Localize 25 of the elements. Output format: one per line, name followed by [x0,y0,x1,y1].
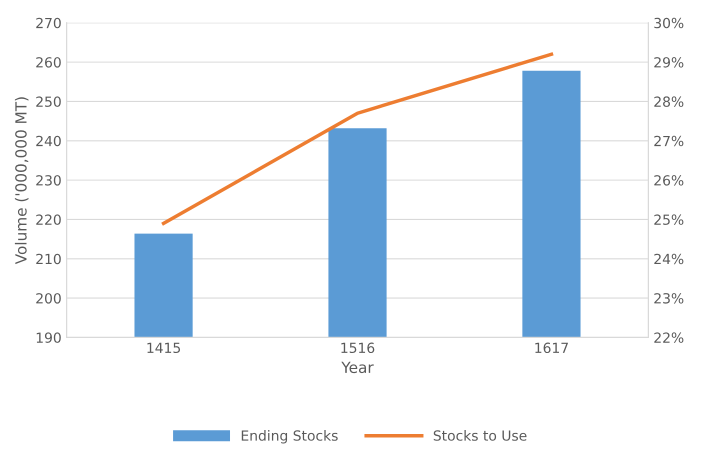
y-tick-label: 200 [36,293,61,304]
x-tick-label: 1516 [341,342,374,354]
y-tick-label: 250 [36,96,61,107]
y2-tick-label: 27% [654,136,684,146]
y-axis-title: Volume ('000,000 MT) [14,97,29,264]
x-tick-label: 1617 [535,342,568,354]
y2-tick-label: 25% [654,214,684,225]
legend-label: Ending Stocks [242,430,338,444]
y2-tick-label: 26% [654,175,684,186]
y-tick-label: 260 [36,57,61,68]
y2-tick-label: 28% [654,96,684,107]
y-tick-label: 220 [36,214,61,225]
y-tick-label: 230 [36,175,61,186]
y2-tick-label: 24% [654,254,684,264]
x-tick-label: 1415 [147,342,180,354]
legend-label: Stocks to Use [434,430,526,441]
y2-tick-label: 22% [654,332,684,343]
y2-tick-label: 30% [654,18,684,28]
y-tick-label: 240 [36,136,61,146]
y-tick-label: 210 [36,254,61,264]
y-tick-label: 190 [36,332,61,343]
y2-tick-label: 23% [654,293,684,304]
y2-tick-label: 29% [654,57,684,68]
x-axis-title: Year [341,362,374,374]
y-tick-label: 270 [36,18,61,28]
